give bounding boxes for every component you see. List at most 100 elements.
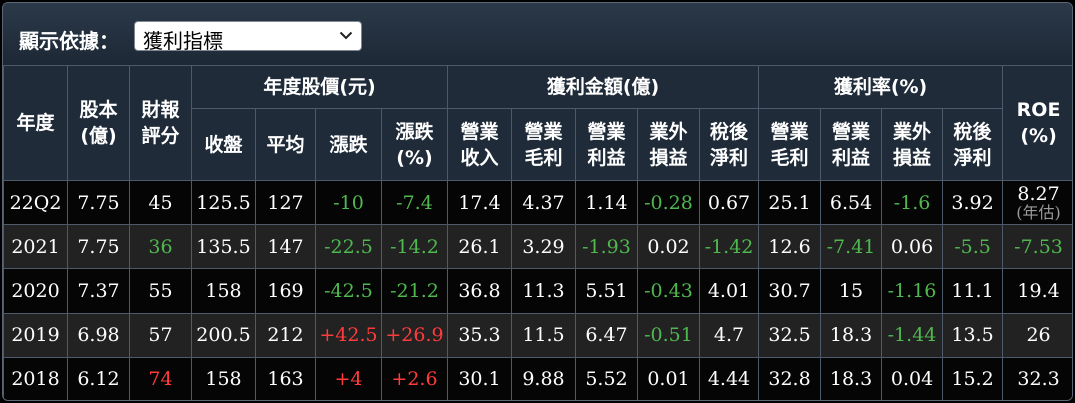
table-row: 2019 6.98 57 200.5 212 +42.5 +26.9 35.3 11.5 6.47… xyxy=(3,312,1072,358)
cell-capital: 7.75 xyxy=(67,179,130,226)
cell-revenue: 26.1 xyxy=(447,224,512,270)
header-op-rate: 營業 利益 xyxy=(820,108,883,181)
header-non-op: 業外 損益 xyxy=(637,108,700,181)
cell-change-pct: -7.4 xyxy=(381,179,448,226)
cell-change: +42.5 xyxy=(315,312,382,358)
cell-rating: 45 xyxy=(129,179,192,226)
cell-avg: 147 xyxy=(255,224,316,270)
cell-op-rate: 18.3 xyxy=(820,312,883,358)
cell-net-rate: 3.92 xyxy=(942,179,1004,226)
cell-roe: 32.3 xyxy=(1002,356,1072,400)
cell-year: 22Q2 xyxy=(3,179,68,226)
roe-estimate-note: (年估) xyxy=(1016,202,1061,222)
header-net-rate: 稅後 淨利 xyxy=(942,108,1004,181)
cell-close: 135.5 xyxy=(191,224,256,270)
cell-net: 4.44 xyxy=(698,356,760,400)
display-basis-select[interactable]: 獲利指標 xyxy=(134,21,362,53)
cell-year: 2021 xyxy=(3,224,68,270)
cell-op-rate: -7.41 xyxy=(820,224,883,270)
cell-net: 0.67 xyxy=(698,179,760,226)
cell-gross-rate: 12.6 xyxy=(758,224,822,270)
cell-non-op: 0.01 xyxy=(637,356,700,400)
cell-op-rate: 6.54 xyxy=(820,179,883,226)
cell-non-op: -0.28 xyxy=(637,179,700,226)
cell-gross: 11.5 xyxy=(511,312,576,358)
roe-value: -7.53 xyxy=(1014,235,1063,258)
cell-roe: 8.27 (年估) xyxy=(1002,179,1072,226)
cell-op-income: 5.52 xyxy=(575,356,638,400)
cell-non-op-rate: 0.06 xyxy=(881,224,944,270)
cell-net-rate: 11.1 xyxy=(942,268,1004,314)
cell-net-rate: 15.2 xyxy=(942,356,1004,400)
cell-change-pct: +2.6 xyxy=(381,356,448,400)
table-row: 2020 7.37 55 158 169 -42.5 -21.2 36.8 11.3 5.51 -0… xyxy=(3,268,1072,314)
cell-change: -10 xyxy=(315,179,382,226)
cell-change: -22.5 xyxy=(315,224,382,270)
header-non-op-rate: 業外 損益 xyxy=(881,108,944,181)
display-basis-label: 顯示依據： xyxy=(19,29,119,53)
cell-non-op: -0.43 xyxy=(637,268,700,314)
cell-close: 125.5 xyxy=(191,179,256,226)
cell-close: 158 xyxy=(191,268,256,314)
roe-value: 32.3 xyxy=(1017,368,1060,391)
cell-year: 2018 xyxy=(3,356,68,400)
roe-value: 26 xyxy=(1026,324,1051,347)
table-row: 2018 6.12 74 158 163 +4 +2.6 30.1 9.88 5.52 0.01 4.… xyxy=(3,356,1072,400)
cell-revenue: 35.3 xyxy=(447,312,512,358)
cell-roe: -7.53 xyxy=(1002,224,1072,270)
header-close: 收盤 xyxy=(191,108,256,181)
display-basis-value: 獲利指標 xyxy=(143,29,223,53)
header-year: 年度 xyxy=(3,65,68,181)
cell-net: 4.7 xyxy=(698,312,760,358)
cell-change: -42.5 xyxy=(315,268,382,314)
cell-net-rate: 13.5 xyxy=(942,312,1004,358)
header-avg: 平均 xyxy=(255,108,316,181)
toolbar: 顯示依據： 獲利指標 xyxy=(3,3,1072,66)
cell-net: 4.01 xyxy=(698,268,760,314)
cell-revenue: 36.8 xyxy=(447,268,512,314)
cell-revenue: 30.1 xyxy=(447,356,512,400)
header-change: 漲跌 xyxy=(315,108,382,181)
header-gross-rate: 營業 毛利 xyxy=(758,108,822,181)
cell-year: 2019 xyxy=(3,312,68,358)
cell-capital: 6.12 xyxy=(67,356,130,400)
cell-net-rate: -5.5 xyxy=(942,224,1004,270)
header-net: 稅後 淨利 xyxy=(698,108,760,181)
cell-close: 200.5 xyxy=(191,312,256,358)
header-revenue: 營業 收入 xyxy=(447,108,512,181)
cell-gross-rate: 32.8 xyxy=(758,356,822,400)
header-price-group: 年度股價(元) xyxy=(191,65,448,109)
cell-rating: 55 xyxy=(129,268,192,314)
cell-rating: 57 xyxy=(129,312,192,358)
header-rate-group: 獲利率(%) xyxy=(758,65,1004,109)
cell-non-op: 0.02 xyxy=(637,224,700,270)
cell-capital: 7.75 xyxy=(67,224,130,270)
cell-year: 2020 xyxy=(3,268,68,314)
cell-op-income: 1.14 xyxy=(575,179,638,226)
cell-roe: 26 xyxy=(1002,312,1072,358)
chevron-down-icon xyxy=(339,31,353,40)
cell-close: 158 xyxy=(191,356,256,400)
profit-table: 年度 股本 (億) 財報 評分 年度股價(元) 獲利金額(億) 獲利率(%) ROE… xyxy=(3,65,1072,400)
roe-value: 8.27 xyxy=(1017,182,1060,205)
cell-change: +4 xyxy=(315,356,382,400)
cell-op-income: -1.93 xyxy=(575,224,638,270)
table-row: 22Q2 7.75 45 125.5 127 -10 -7.4 17.4 4.37 1.14 -0.… xyxy=(3,179,1072,226)
cell-rating: 36 xyxy=(129,224,192,270)
table-row: 2021 7.75 36 135.5 147 -22.5 -14.2 26.1 3.29 -1.9… xyxy=(3,224,1072,270)
cell-avg: 163 xyxy=(255,356,316,400)
cell-gross-rate: 25.1 xyxy=(758,179,822,226)
cell-revenue: 17.4 xyxy=(447,179,512,226)
cell-non-op-rate: -1.44 xyxy=(881,312,944,358)
cell-gross-rate: 32.5 xyxy=(758,312,822,358)
cell-non-op-rate: -1.6 xyxy=(881,179,944,226)
cell-net: -1.42 xyxy=(698,224,760,270)
cell-gross: 3.29 xyxy=(511,224,576,270)
cell-gross-rate: 30.7 xyxy=(758,268,822,314)
header-change-pct: 漲跌 (%) xyxy=(381,108,448,181)
cell-non-op-rate: -1.16 xyxy=(881,268,944,314)
cell-capital: 6.98 xyxy=(67,312,130,358)
cell-gross: 4.37 xyxy=(511,179,576,226)
cell-change-pct: -14.2 xyxy=(381,224,448,270)
